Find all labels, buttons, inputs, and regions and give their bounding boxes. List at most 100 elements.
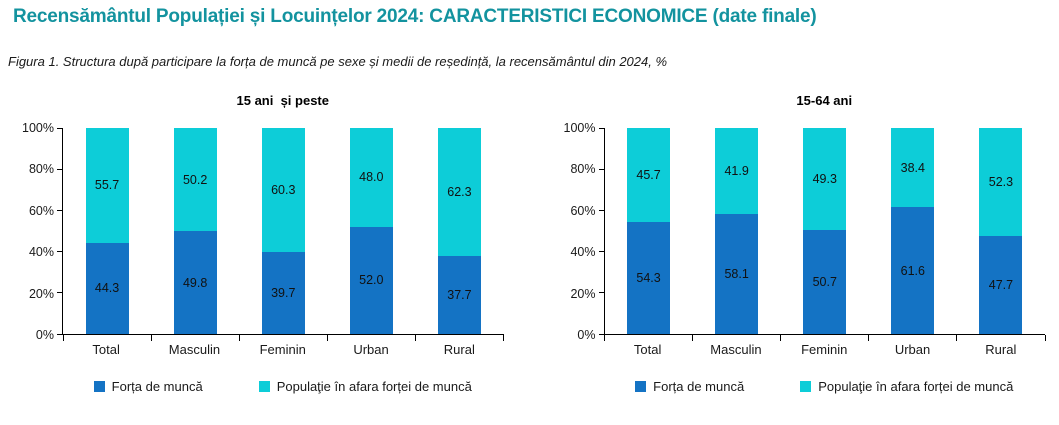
chart-body: 0% 20% 40% 60% 80% 100% 55.7 44.3 50.2 49.8 60.3 3…	[20, 121, 504, 342]
data-label: 39.7	[271, 286, 296, 301]
category-label-rural: Rural	[985, 342, 1017, 357]
data-label: 61.6	[900, 263, 925, 278]
legend-label: Forța de muncă	[111, 379, 203, 394]
chart-title: 15 ani și peste	[236, 93, 330, 108]
y-tick-label: 40%	[570, 245, 596, 260]
legend-swatch-icon	[93, 381, 105, 392]
figure-caption: Figura 1. Structura după participare la …	[8, 54, 668, 69]
segment-outside-labor-force: 55.7	[85, 128, 129, 243]
segment-outside-labor-force: 48.0	[349, 128, 393, 227]
segment-labor-force: 44.3	[85, 242, 129, 334]
category-label-masculin: Masculin	[710, 342, 762, 357]
stacked-bar-feminin: 49.3 50.7	[803, 128, 847, 334]
y-tick-label: 20%	[570, 286, 596, 301]
segment-outside-labor-force: 49.3	[803, 128, 847, 230]
legend-item-outside-labor-force: Populaţie în afara forței de muncă	[800, 379, 1013, 394]
y-tick-label: 0%	[35, 328, 54, 342]
segment-labor-force: 37.7	[437, 256, 481, 334]
y-tick-label: 100%	[22, 121, 54, 135]
legend-swatch-icon	[635, 381, 647, 392]
bar-slot-masculin: 50.2 49.8	[151, 128, 239, 334]
data-label: 49.3	[812, 171, 837, 186]
x-tick-mark	[62, 335, 64, 341]
segment-outside-labor-force: 52.3	[979, 128, 1023, 236]
bar-slot-total: 45.7 54.3	[605, 128, 693, 334]
segment-outside-labor-force: 62.3	[437, 128, 481, 257]
legend-item-labor-force: Forța de muncă	[93, 379, 203, 394]
x-tick-mark	[326, 335, 328, 341]
y-tick-mark	[598, 333, 605, 335]
chart-title: 15-64 ani	[796, 93, 853, 108]
x-tick-mark	[1044, 335, 1046, 341]
legend-item-labor-force: Forța de muncă	[635, 379, 744, 394]
category-label-rural: Rural	[443, 342, 475, 357]
stacked-bar-total: 55.7 44.3	[85, 128, 129, 334]
y-tick-mark	[598, 168, 605, 170]
x-tick-mark	[238, 335, 240, 341]
category-axis: Total Masculin Feminin Urban Rural	[604, 342, 1046, 357]
stacked-bar-rural: 52.3 47.7	[979, 128, 1023, 334]
y-tick-mark	[57, 292, 63, 294]
segment-labor-force: 58.1	[715, 214, 759, 334]
bar-slot-urban: 38.4 61.6	[869, 128, 957, 334]
data-label: 54.3	[636, 271, 661, 286]
data-label: 58.1	[724, 267, 749, 282]
data-label: 49.8	[182, 275, 208, 290]
legend-label: Forța de muncă	[653, 379, 745, 394]
x-tick-mark	[956, 335, 958, 341]
legend-item-outside-labor-force: Populaţie în afara forței de muncă	[258, 379, 472, 394]
x-tick-mark	[604, 335, 605, 341]
data-label: 62.3	[447, 185, 472, 200]
data-label: 41.9	[724, 164, 749, 179]
segment-outside-labor-force: 45.7	[627, 128, 671, 223]
data-label: 52.3	[988, 174, 1014, 189]
data-label: 44.3	[94, 281, 120, 296]
data-label: 38.4	[900, 160, 925, 175]
chart-15-64-ani: 15-64 ani 0% 20% 40% 60% 80% 100% 45.7 54.3 41.…	[562, 93, 1046, 394]
y-tick-label: 20%	[28, 286, 54, 301]
stacked-bar-urban: 48.0 52.0	[349, 128, 393, 334]
legend-label: Populaţie în afara forței de muncă	[818, 379, 1014, 394]
x-tick-mark	[150, 335, 152, 341]
stacked-bar-masculin: 50.2 49.8	[173, 128, 217, 334]
data-label: 47.7	[988, 277, 1014, 292]
y-tick-mark	[57, 127, 63, 129]
y-tick-mark	[57, 333, 63, 335]
chart-15-ani-si-peste: 15 ani și peste 0% 20% 40% 60% 80% 100% 55.7 4…	[20, 93, 504, 394]
segment-labor-force: 52.0	[349, 226, 393, 334]
segment-labor-force: 49.8	[173, 231, 217, 334]
y-axis: 0% 20% 40% 60% 80% 100%	[562, 121, 604, 342]
category-label-total: Total	[633, 342, 662, 357]
y-tick-label: 0%	[577, 328, 596, 342]
category-label-urban: Urban	[894, 342, 931, 357]
x-tick-mark	[503, 335, 504, 341]
y-tick-label: 80%	[28, 162, 54, 177]
x-tick-mark	[414, 335, 416, 341]
category-label-feminin: Feminin	[259, 342, 306, 357]
legend-swatch-icon	[800, 381, 812, 392]
y-tick-mark	[598, 251, 605, 253]
bar-slot-total: 55.7 44.3	[63, 128, 151, 334]
bar-slot-masculin: 41.9 58.1	[693, 128, 781, 334]
segment-labor-force: 61.6	[891, 207, 935, 334]
header: Recensământul Populației și Locuințelor …	[0, 0, 1059, 28]
y-tick-label: 100%	[563, 121, 596, 135]
y-tick-label: 60%	[570, 203, 596, 218]
stacked-bar-feminin: 60.3 39.7	[261, 128, 305, 334]
legend-swatch-icon	[258, 381, 270, 392]
y-tick-mark	[57, 168, 63, 170]
bar-slot-feminin: 49.3 50.7	[781, 128, 869, 334]
chart-body: 0% 20% 40% 60% 80% 100% 45.7 54.3 41.9 58.1 49.3 5…	[562, 121, 1046, 342]
y-axis: 0% 20% 40% 60% 80% 100%	[20, 121, 62, 342]
data-label: 45.7	[636, 168, 661, 183]
segment-labor-force: 47.7	[979, 235, 1023, 334]
y-tick-mark	[57, 251, 63, 253]
category-label-masculin: Masculin	[168, 342, 221, 357]
data-label: 50.7	[812, 274, 837, 289]
data-label: 52.0	[359, 273, 384, 288]
y-tick-label: 40%	[28, 245, 54, 260]
stacked-bar-masculin: 41.9 58.1	[715, 128, 759, 334]
legend: Forța de muncă Populaţie în afara forței …	[604, 379, 1046, 394]
y-tick-mark	[57, 209, 63, 211]
